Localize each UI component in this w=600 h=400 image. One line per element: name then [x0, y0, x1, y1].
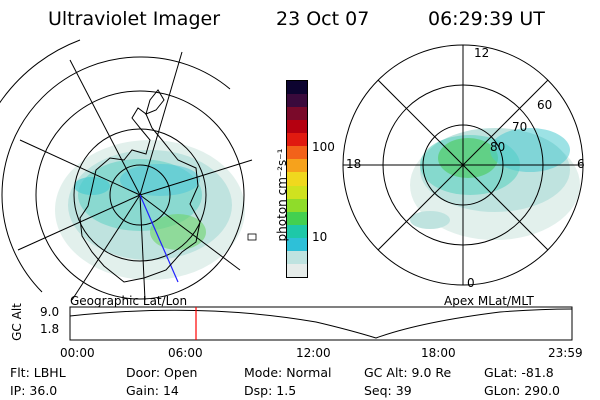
- magnetic-caption: Apex MLat/MLT: [444, 294, 534, 308]
- x-tick-0000: 00:00: [60, 346, 95, 360]
- colorbar-swatch: [287, 107, 307, 121]
- status-mode: Mode: Normal: [244, 365, 332, 380]
- aurora-emission-geographic: [55, 140, 245, 280]
- geographic-caption: Geographic Lat/Lon: [70, 294, 188, 308]
- colorbar-swatch: [287, 211, 307, 225]
- colorbar-swatch: [287, 133, 307, 147]
- status-door: Door: Open: [126, 365, 198, 380]
- status-gc-alt: GC Alt: 9.0 Re: [364, 365, 452, 380]
- x-tick-0600: 06:00: [168, 346, 203, 360]
- status-glon: GLon: 290.0: [484, 383, 560, 398]
- lat-label-80: 80: [490, 140, 506, 154]
- colorbar-tick-10: 10: [312, 230, 328, 244]
- coastline-antarctica: [79, 107, 201, 283]
- status-glat: GLat: -81.8: [484, 365, 554, 380]
- mlt-label-6: 6: [577, 157, 585, 171]
- instrument-title: Ultraviolet Imager: [48, 8, 221, 30]
- status-gain: Gain: 14: [126, 383, 179, 398]
- status-seq: Seq: 39: [364, 383, 412, 398]
- status-ip: IP: 36.0: [10, 383, 58, 398]
- colorbar-swatch: [287, 94, 307, 108]
- x-tick-1800: 18:00: [421, 346, 456, 360]
- colorbar-tick-100: 100: [312, 140, 335, 154]
- aurora-emission-magnetic: [410, 128, 580, 240]
- mlt-label-12: 12: [474, 46, 490, 60]
- x-tick-1200: 12:00: [296, 346, 331, 360]
- colorbar-swatch: [287, 198, 307, 212]
- lat-label-60: 60: [537, 98, 553, 112]
- colorbar-swatch: [287, 250, 307, 264]
- altitude-plot-frame: [69, 306, 573, 341]
- altitude-ytick-low: 1.8: [40, 322, 60, 336]
- lat-label-70: 70: [512, 120, 528, 134]
- observation-time: 06:29:39 UT: [428, 8, 545, 30]
- altitude-curve: [69, 308, 573, 339]
- mlt-label-18: 18: [346, 157, 362, 171]
- colorbar-swatch: [287, 159, 307, 173]
- colorbar-swatch: [287, 224, 307, 238]
- mlt-label-0: 0: [467, 276, 475, 290]
- colorbar-swatch: [287, 146, 307, 160]
- colorbar-swatch: [287, 120, 307, 134]
- observation-date: 23 Oct 07: [276, 8, 370, 30]
- colorbar-swatch: [287, 263, 307, 277]
- colorbar-swatch: [287, 185, 307, 199]
- sun-direction-line: [139, 194, 179, 283]
- colorbar: [286, 80, 308, 278]
- altitude-ytick-high: 9.0: [40, 305, 60, 319]
- status-dsp: Dsp: 1.5: [244, 383, 297, 398]
- x-tick-2359: 23:59: [548, 346, 583, 360]
- colorbar-swatch: [287, 172, 307, 186]
- colorbar-swatch: [287, 237, 307, 251]
- colorbar-swatch: [287, 81, 307, 95]
- status-filter: Flt: LBHL: [10, 365, 66, 380]
